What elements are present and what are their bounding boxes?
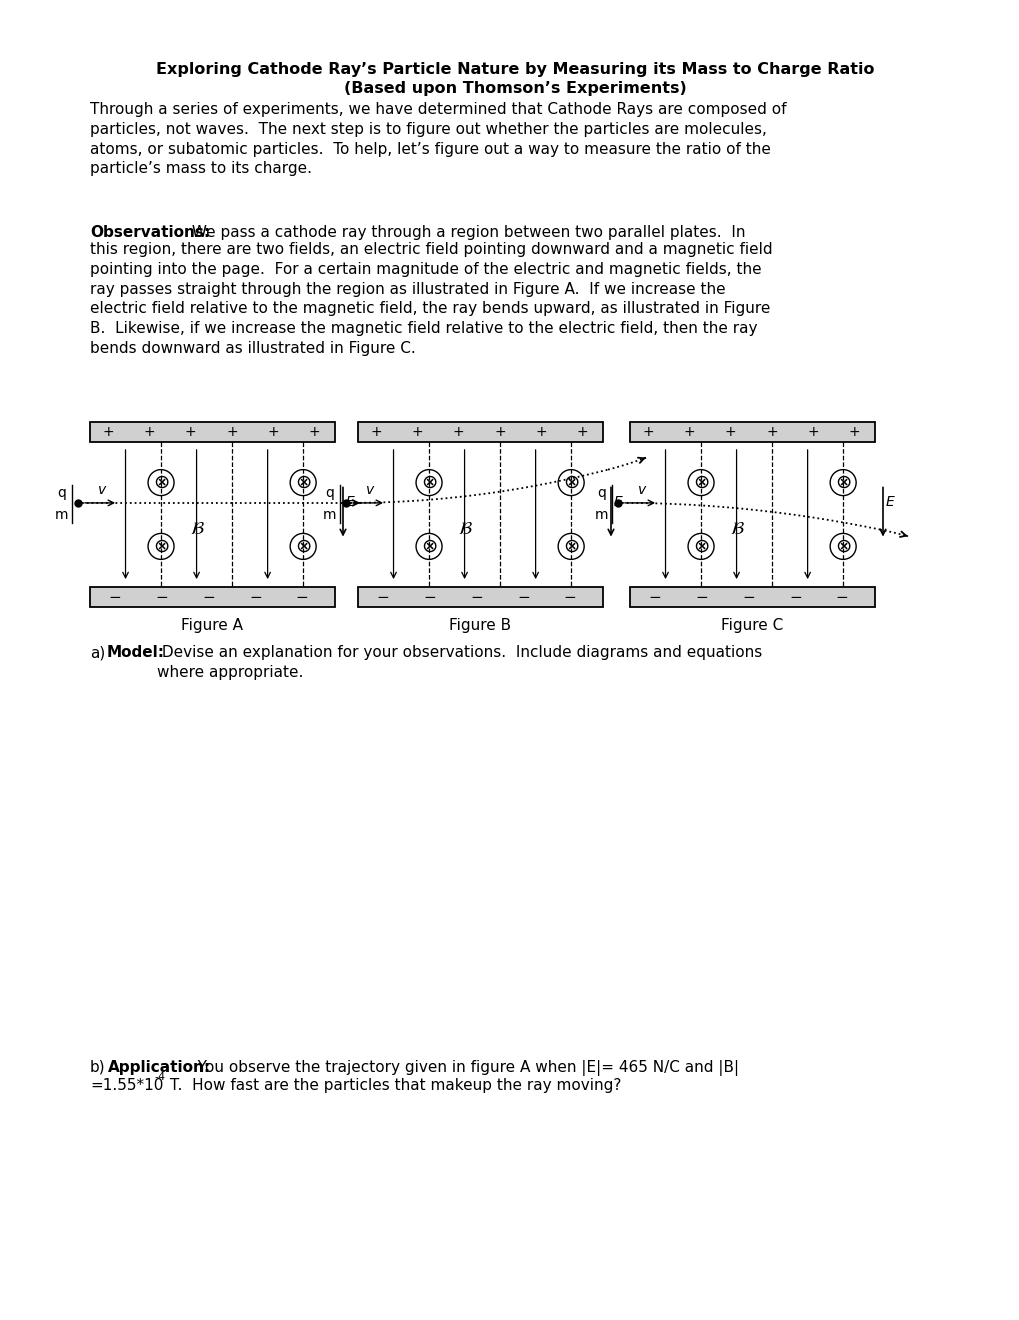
Text: ⊗: ⊗ bbox=[562, 473, 579, 492]
Text: ⊗: ⊗ bbox=[835, 537, 851, 556]
Text: a): a) bbox=[90, 645, 105, 660]
Text: $E$: $E$ bbox=[344, 495, 356, 510]
Text: +: + bbox=[725, 425, 736, 440]
Text: q: q bbox=[57, 486, 66, 500]
Text: ⊗: ⊗ bbox=[692, 537, 708, 556]
Text: +: + bbox=[411, 425, 423, 440]
Text: Model:: Model: bbox=[107, 645, 165, 660]
Text: −: − bbox=[789, 590, 801, 605]
Text: =1.55*10: =1.55*10 bbox=[90, 1078, 163, 1093]
Text: +: + bbox=[535, 425, 546, 440]
Text: T.  How fast are the particles that makeup the ray moving?: T. How fast are the particles that makeu… bbox=[165, 1078, 621, 1093]
Text: Figure A: Figure A bbox=[181, 618, 244, 634]
Text: ⊗: ⊗ bbox=[294, 537, 311, 556]
Text: +: + bbox=[102, 425, 114, 440]
Text: −: − bbox=[742, 590, 754, 605]
Text: −: − bbox=[470, 590, 483, 605]
Text: $v$: $v$ bbox=[365, 483, 375, 496]
Text: +: + bbox=[267, 425, 278, 440]
Text: m: m bbox=[595, 508, 608, 521]
Text: We pass a cathode ray through a region between two parallel plates.  In: We pass a cathode ray through a region b… bbox=[186, 224, 745, 240]
Text: m: m bbox=[55, 508, 68, 521]
Text: −: − bbox=[517, 590, 529, 605]
Text: ⊗: ⊗ bbox=[153, 473, 169, 492]
Bar bbox=[358, 422, 602, 442]
Text: $v$: $v$ bbox=[636, 483, 646, 496]
Text: You observe the trajectory given in figure A when |E|= 465 N/C and |B|: You observe the trajectory given in figu… bbox=[187, 1060, 739, 1076]
Text: (Based upon Thomson’s Experiments): (Based upon Thomson’s Experiments) bbox=[343, 81, 686, 96]
Text: ⊗: ⊗ bbox=[835, 473, 851, 492]
Text: −: − bbox=[249, 590, 262, 605]
Text: -4: -4 bbox=[154, 1072, 165, 1082]
Bar bbox=[630, 422, 874, 442]
Text: ⊗: ⊗ bbox=[692, 473, 708, 492]
Text: $\mathcal{B}$: $\mathcal{B}$ bbox=[730, 520, 745, 539]
Text: +: + bbox=[642, 425, 653, 440]
Text: Figure C: Figure C bbox=[720, 618, 783, 634]
Text: b): b) bbox=[90, 1060, 106, 1074]
Text: $\mathcal{B}$: $\mathcal{B}$ bbox=[458, 520, 473, 539]
Text: −: − bbox=[564, 590, 576, 605]
Text: m: m bbox=[323, 508, 336, 521]
Text: ⊗: ⊗ bbox=[562, 537, 579, 556]
Text: ⊗: ⊗ bbox=[294, 473, 311, 492]
Text: $v$: $v$ bbox=[97, 483, 107, 496]
Text: +: + bbox=[848, 425, 859, 440]
Text: Observations:: Observations: bbox=[90, 224, 210, 240]
Text: Through a series of experiments, we have determined that Cathode Rays are compos: Through a series of experiments, we have… bbox=[90, 102, 786, 177]
Text: Application:: Application: bbox=[108, 1060, 211, 1074]
Bar bbox=[90, 422, 334, 442]
Text: ⊗: ⊗ bbox=[421, 473, 437, 492]
Bar bbox=[358, 587, 602, 607]
Bar bbox=[630, 587, 874, 607]
Text: Devise an explanation for your observations.  Include diagrams and equations
whe: Devise an explanation for your observati… bbox=[157, 645, 761, 680]
Text: +: + bbox=[309, 425, 320, 440]
Text: $\mathcal{B}$: $\mathcal{B}$ bbox=[191, 520, 205, 539]
Text: −: − bbox=[202, 590, 215, 605]
Text: +: + bbox=[493, 425, 505, 440]
Text: +: + bbox=[370, 425, 381, 440]
Text: q: q bbox=[325, 486, 334, 500]
Text: ⊗: ⊗ bbox=[153, 537, 169, 556]
Text: −: − bbox=[695, 590, 707, 605]
Text: q: q bbox=[597, 486, 606, 500]
Text: Exploring Cathode Ray’s Particle Nature by Measuring its Mass to Charge Ratio: Exploring Cathode Ray’s Particle Nature … bbox=[156, 62, 873, 77]
Text: +: + bbox=[683, 425, 694, 440]
Text: −: − bbox=[423, 590, 436, 605]
Text: +: + bbox=[144, 425, 155, 440]
Text: +: + bbox=[806, 425, 818, 440]
Text: +: + bbox=[184, 425, 197, 440]
Text: $E$: $E$ bbox=[612, 495, 624, 510]
Text: +: + bbox=[765, 425, 776, 440]
Text: $E$: $E$ bbox=[884, 495, 895, 510]
Text: +: + bbox=[452, 425, 464, 440]
Bar bbox=[90, 587, 334, 607]
Text: −: − bbox=[155, 590, 168, 605]
Text: −: − bbox=[108, 590, 121, 605]
Text: ⊗: ⊗ bbox=[421, 537, 437, 556]
Text: this region, there are two fields, an electric field pointing downward and a mag: this region, there are two fields, an el… bbox=[90, 242, 771, 356]
Text: +: + bbox=[226, 425, 237, 440]
Text: −: − bbox=[296, 590, 309, 605]
Text: Figure B: Figure B bbox=[449, 618, 512, 634]
Text: −: − bbox=[835, 590, 848, 605]
Text: +: + bbox=[576, 425, 588, 440]
Text: −: − bbox=[648, 590, 660, 605]
Text: −: − bbox=[376, 590, 389, 605]
